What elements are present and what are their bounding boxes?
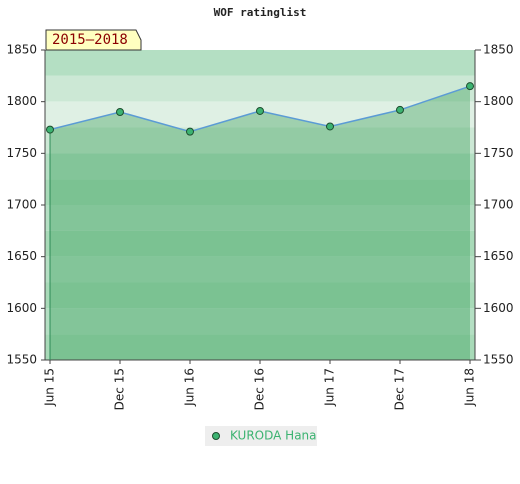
y-tick-label: 1600 bbox=[6, 301, 37, 315]
y2-tick-label: 1550 bbox=[483, 353, 514, 367]
x-tick-label: Jun 15 bbox=[43, 368, 57, 407]
band bbox=[45, 282, 475, 309]
y-tick-label: 1700 bbox=[6, 198, 37, 212]
band bbox=[45, 50, 475, 76]
y-tick-label: 1850 bbox=[6, 43, 37, 57]
band bbox=[45, 308, 475, 335]
band bbox=[45, 153, 475, 180]
legend-marker bbox=[212, 432, 220, 440]
legend-box bbox=[205, 426, 317, 446]
x-tick-label: Jun 18 bbox=[463, 368, 477, 407]
y2-tick-label: 1600 bbox=[483, 301, 514, 315]
point bbox=[326, 122, 334, 131]
area bbox=[50, 86, 470, 361]
band bbox=[45, 127, 475, 154]
point bbox=[396, 105, 404, 114]
point bbox=[46, 125, 54, 134]
band bbox=[45, 256, 475, 283]
y2-tick-label: 1650 bbox=[483, 249, 514, 263]
point bbox=[256, 106, 264, 115]
y2-tick-label: 1800 bbox=[483, 94, 514, 108]
plot-background bbox=[45, 50, 475, 360]
band bbox=[45, 230, 475, 257]
y-tick-label: 1750 bbox=[6, 146, 37, 160]
x-tick-label: Dec 15 bbox=[113, 368, 127, 410]
point bbox=[186, 127, 194, 136]
y2-tick-label: 1700 bbox=[483, 198, 514, 212]
x-tick-label: Dec 17 bbox=[393, 368, 407, 410]
x-tick-label: Jun 17 bbox=[323, 368, 337, 407]
x-tick-label: Dec 16 bbox=[253, 368, 267, 410]
y2-tick-label: 1850 bbox=[483, 43, 514, 57]
y2-tick-label: 1750 bbox=[483, 146, 514, 160]
band bbox=[45, 179, 475, 205]
y-tick-label: 1550 bbox=[6, 353, 37, 367]
y-tick-label: 1800 bbox=[6, 94, 37, 108]
legend-label: KURODA Hana bbox=[230, 429, 317, 443]
chart-title: WOF ratinglist bbox=[214, 6, 307, 19]
x-tick-label: Jun 16 bbox=[183, 368, 197, 407]
point bbox=[466, 82, 474, 91]
band bbox=[45, 205, 475, 231]
annotation-box bbox=[45, 29, 142, 51]
band bbox=[45, 334, 475, 360]
annotation: 2015–2018 bbox=[52, 32, 128, 48]
band bbox=[45, 75, 475, 102]
point bbox=[116, 108, 124, 116]
y-tick-label: 1650 bbox=[6, 249, 37, 263]
